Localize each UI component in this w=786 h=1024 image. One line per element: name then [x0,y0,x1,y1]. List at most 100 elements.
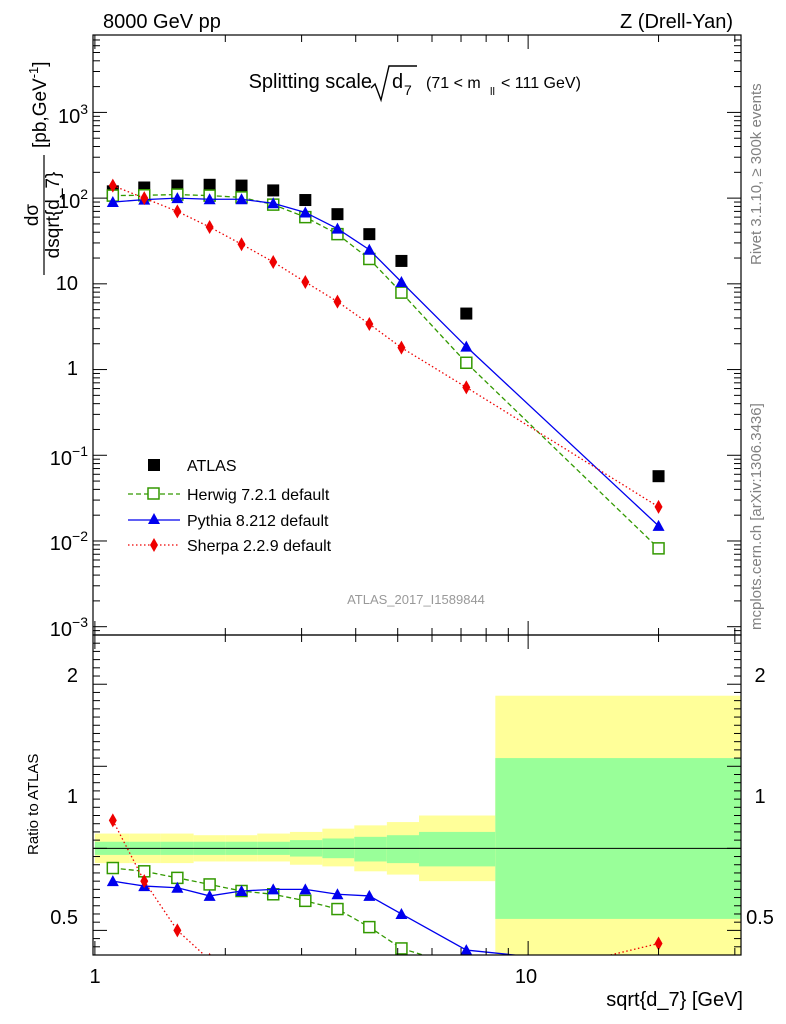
title-cut-sub: ll [490,86,495,98]
ylabel-den: dsqrt{d_7} [43,172,64,259]
data-point-diamond [205,220,214,235]
ratio-line-pythia [112,880,521,955]
y-tick-label: 103 [58,101,88,128]
title-cut-end: < 111 GeV) [501,75,581,92]
data-point-triangle [235,193,248,205]
series-line-sherpa [112,184,659,508]
data-point-open-square [363,920,376,934]
ratio-y-tick-label: 0.5 [50,907,78,929]
data-point-square [652,470,665,483]
title-symbol: d [392,71,403,93]
ylabel-unit-end: ] [30,61,51,66]
data-point-triangle [331,888,344,900]
data-point-triangle [331,222,344,234]
ratio-y-tick-label: 1 [67,786,78,808]
data-point-diamond [462,982,470,996]
data-point-open-square [460,356,473,370]
data-point-diamond [238,971,246,985]
y-tick-label: 10−3 [50,614,88,641]
legend-label: Sherpa 2.2.9 default [187,538,332,555]
ylabel-unit: [pb,GeV-1] [26,61,51,148]
rivet-label: Rivet 3.1.10, ≥ 300k events [748,83,765,265]
ylabel-unit-text: [pb,GeV [30,78,51,148]
data-point-square [299,194,312,207]
header-right: Z (Drell-Yan) [620,11,733,33]
data-point-diamond [333,294,342,309]
main-y-axis-label: dσ dsqrt{d_7} [pb,GeV-1] [22,61,64,275]
data-point-diamond [108,813,117,828]
title-sub: 7 [404,82,412,98]
series-line-pythia [112,197,659,527]
data-point-diamond [462,380,471,395]
data-point-open-square [299,894,312,908]
ratio-panel-frame [92,634,742,956]
data-point-open-square [203,878,216,891]
data-point-triangle [203,193,216,205]
data-point-diamond [397,990,405,1004]
legend-marker-square [148,459,160,471]
data-point-square [395,254,408,267]
data-point-diamond [173,923,182,938]
ratio-y-tick-labels: 2 1 0.5 2 1 0.5 [50,665,774,929]
data-point-triangle [363,243,376,255]
x-tick-labels: 1 10 [89,966,537,988]
data-point-square [267,184,280,197]
data-point-triangle [299,206,312,218]
legend-marker-diamond [150,538,158,552]
data-point-triangle [235,885,248,896]
ylabel-unit-exp: -1 [26,67,41,79]
y-tick-label: 10−2 [50,528,88,555]
data-point-open-square [395,942,408,955]
data-point-diamond [237,237,246,252]
data-point-square [203,178,216,191]
y-tick-label: 1 [67,358,78,380]
data-point-open-square [363,252,376,266]
legend-entry-herwig: Herwig 7.2.1 default [128,487,330,504]
data-point-triangle [653,964,665,975]
data-point-triangle [395,907,408,919]
data-point-triangle [299,883,312,895]
data-point-square [363,228,376,241]
legend-marker-open-square [147,487,160,500]
data-point-triangle [460,340,473,352]
data-point-diamond [301,275,310,290]
data-point-triangle [171,881,184,893]
ratio-series-group [106,813,665,1005]
y-tick-label: 10 [56,273,78,295]
data-point-open-square [652,542,665,555]
header-left: 8000 GeV pp [103,11,221,33]
mcplots-label: mcplots.cern.ch [arXiv:1306.3436] [748,403,765,630]
legend: ATLAS Herwig 7.2.1 default Pythia 8.212 … [128,458,332,555]
axis-ticks [93,34,741,955]
inner-band-bin [419,831,496,867]
data-point-square [460,307,473,320]
ratio-y-tick-label-right: 1 [754,786,765,808]
ratio-y-tick-label-right: 0.5 [746,907,774,929]
data-point-triangle [267,883,280,895]
data-point-open-square [331,902,344,916]
data-point-open-square [395,286,408,299]
data-point-open-square [461,963,472,974]
legend-entry-pythia: Pythia 8.212 default [128,513,329,530]
data-point-diamond [269,981,277,995]
data-point-square [235,179,248,192]
y-tick-label: 10−1 [50,443,88,470]
data-point-triangle [395,276,408,288]
y-tick-label: 102 [58,186,88,213]
data-point-diamond [173,204,182,219]
data-point-diamond [365,991,373,1005]
legend-entry-sherpa: Sherpa 2.2.9 default [128,538,332,555]
x-tick-label: 1 [89,966,100,988]
ratio-y-tick-label-right: 2 [754,665,765,687]
data-point-triangle [267,197,280,209]
main-series-group [106,178,665,555]
data-point-triangle [171,192,184,204]
data-point-triangle [652,519,665,531]
legend-label: ATLAS [187,458,237,475]
data-point-diamond [654,936,663,951]
chart-title: Splitting scale d 7 (71 < m ll < 111 GeV… [249,65,581,103]
data-point-open-square [106,861,120,875]
inner-band-bin [495,758,741,919]
data-point-diamond [108,178,117,193]
